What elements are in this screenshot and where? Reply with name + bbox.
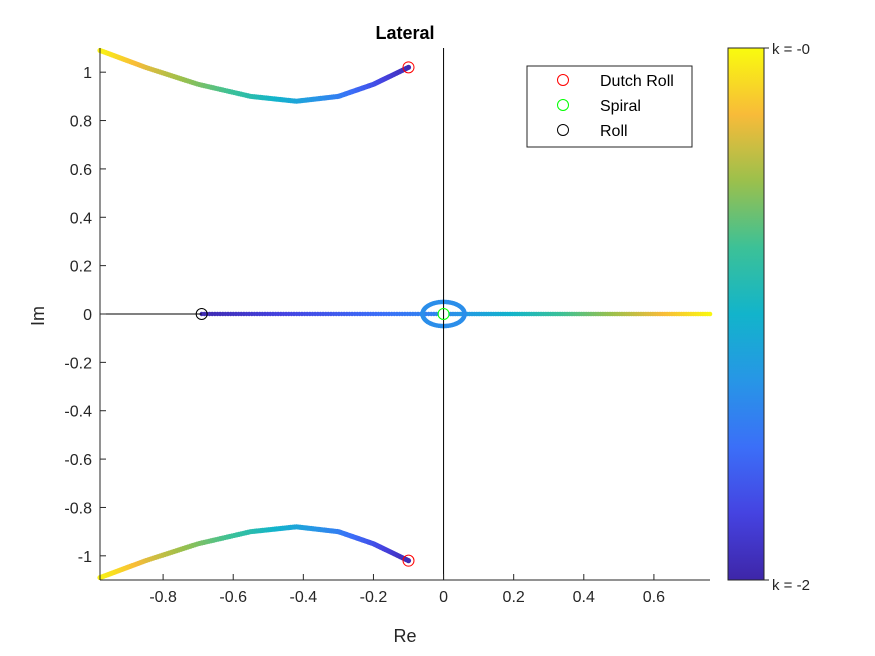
colorbar-gradient <box>727 47 765 581</box>
y-tick-label: -0.6 <box>64 452 92 469</box>
locus-branch-spiral-real-axis <box>448 311 713 317</box>
y-tick-label: 0.4 <box>70 210 92 227</box>
x-axis-label: Re <box>393 626 416 646</box>
locus-branch-roll-real-axis <box>199 311 439 317</box>
legend-entries: Dutch Roll Spiral Roll <box>557 73 674 140</box>
locus-branch-origin-loop <box>420 299 467 329</box>
marker-dutch-roll <box>402 61 415 74</box>
legend: Dutch Roll Spiral Roll <box>526 65 693 148</box>
legend-marker-spiral <box>557 99 569 111</box>
pole-markers <box>195 61 450 567</box>
locus-point <box>462 312 467 318</box>
locus-branch-dutch-roll-upper <box>97 47 412 104</box>
y-tick-label: 0.2 <box>70 259 92 276</box>
legend-marker-dutch-roll <box>557 74 569 86</box>
locus-point <box>434 311 439 317</box>
x-axis-ticks: -0.8 -0.6 -0.4 -0.2 0 0.2 0.4 0.6 <box>149 574 665 606</box>
x-tick-label: -0.2 <box>360 589 388 606</box>
y-tick-label: 0 <box>83 307 92 324</box>
legend-label-roll: Roll <box>600 123 628 140</box>
y-tick-label: -0.8 <box>64 500 92 517</box>
locus-branch-dutch-roll-lower <box>97 524 412 581</box>
y-tick-label: -0.2 <box>64 355 92 372</box>
y-tick-label: 0.6 <box>70 162 92 179</box>
x-tick-label: 0.2 <box>503 589 525 606</box>
y-tick-label: 1 <box>83 65 92 82</box>
legend-marker-roll <box>557 124 569 136</box>
y-axis-label: Im <box>28 306 48 326</box>
marker-spiral <box>437 308 450 320</box>
locus-point <box>707 311 713 317</box>
y-axis-ticks: 1 0.8 0.6 0.4 0.2 0 -0.2 -0.4 -0.6 -0.8 -1 <box>64 65 106 566</box>
colorbar-bottom-label: k = -2 <box>772 577 810 594</box>
axis-lines <box>100 48 445 580</box>
y-tick-label: -0.4 <box>64 404 92 421</box>
x-tick-label: -0.8 <box>149 589 177 606</box>
colorbar: k = -0 k = -2 <box>727 41 810 594</box>
legend-box <box>526 65 693 148</box>
legend-label-dutch-roll: Dutch Roll <box>600 73 674 90</box>
y-tick-label: -1 <box>78 549 92 566</box>
x-tick-label: -0.6 <box>219 589 247 606</box>
x-tick-label: 0.6 <box>643 589 665 606</box>
y-tick-label: 0.8 <box>70 114 92 131</box>
root-locus-layer <box>97 47 713 581</box>
x-tick-label: 0 <box>439 589 448 606</box>
chart-title: Lateral <box>375 23 434 43</box>
colorbar-top-label: k = -0 <box>772 41 810 58</box>
x-tick-label: 0.4 <box>573 589 595 606</box>
marker-roll <box>195 308 208 320</box>
marker-dutch-roll <box>402 554 415 567</box>
legend-label-spiral: Spiral <box>600 98 641 115</box>
x-tick-label: -0.4 <box>290 589 318 606</box>
